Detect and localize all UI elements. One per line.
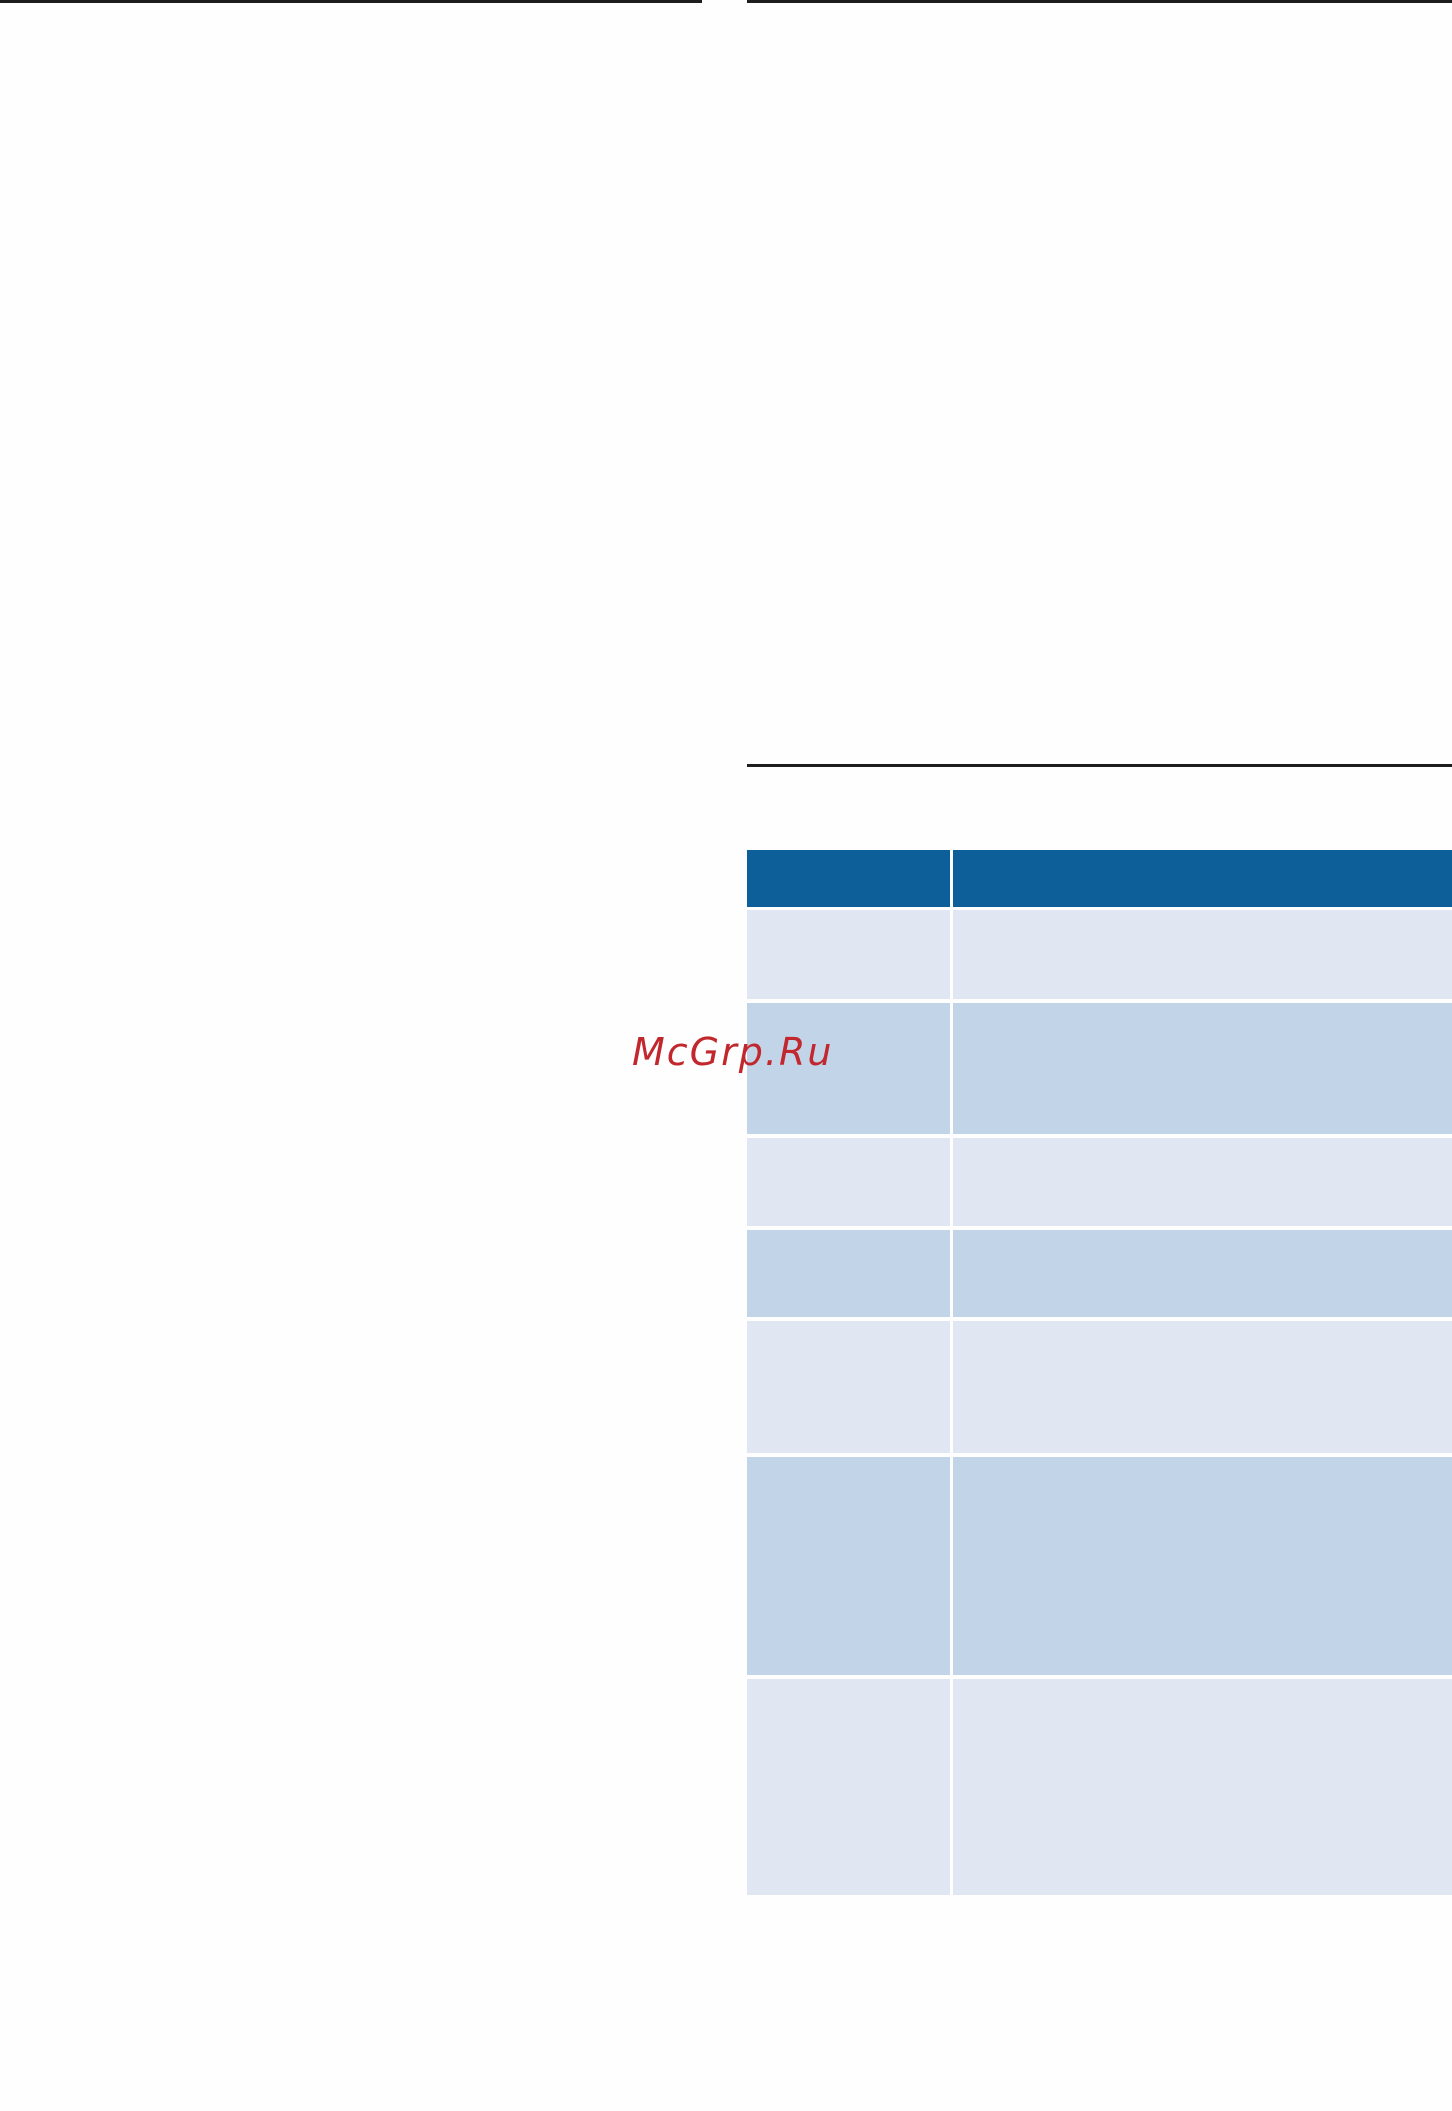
header-cell	[747, 850, 950, 907]
cell	[953, 1230, 1452, 1317]
cell	[747, 910, 950, 999]
cell	[747, 1457, 950, 1675]
cell	[747, 1230, 950, 1317]
rule	[0, 0, 702, 3]
cell	[953, 1457, 1452, 1675]
cell	[747, 1003, 950, 1134]
cell	[953, 1003, 1452, 1134]
rule	[747, 0, 1452, 3]
header-cell	[953, 850, 1452, 907]
cell	[747, 1679, 950, 1895]
watermark: McGrp.Ru	[632, 1030, 834, 1074]
cell	[953, 1138, 1452, 1226]
cell	[953, 910, 1452, 999]
cell	[953, 1321, 1452, 1453]
cell	[747, 1138, 950, 1226]
cell	[953, 1679, 1452, 1895]
rule	[747, 764, 1452, 767]
cell	[747, 1321, 950, 1453]
